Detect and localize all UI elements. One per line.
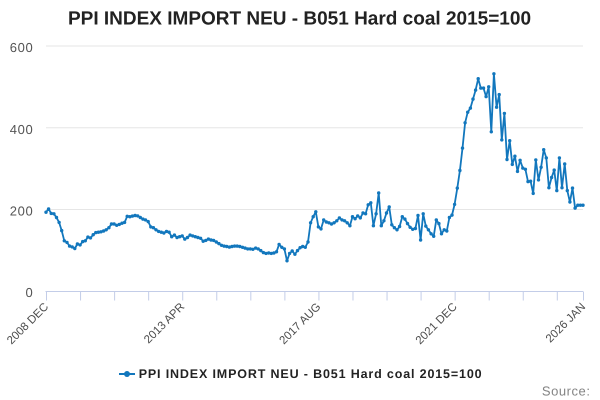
svg-text:Source:: Source: xyxy=(542,383,591,398)
svg-text:PPI INDEX IMPORT NEU - B051 Ha: PPI INDEX IMPORT NEU - B051 Hard coal 20… xyxy=(139,367,483,381)
svg-text:400: 400 xyxy=(10,122,34,137)
svg-text:PPI INDEX IMPORT NEU - B051 Ha: PPI INDEX IMPORT NEU - B051 Hard coal 20… xyxy=(68,9,531,30)
svg-text:200: 200 xyxy=(10,203,34,218)
svg-text:0: 0 xyxy=(25,285,33,300)
svg-text:600: 600 xyxy=(10,40,34,55)
